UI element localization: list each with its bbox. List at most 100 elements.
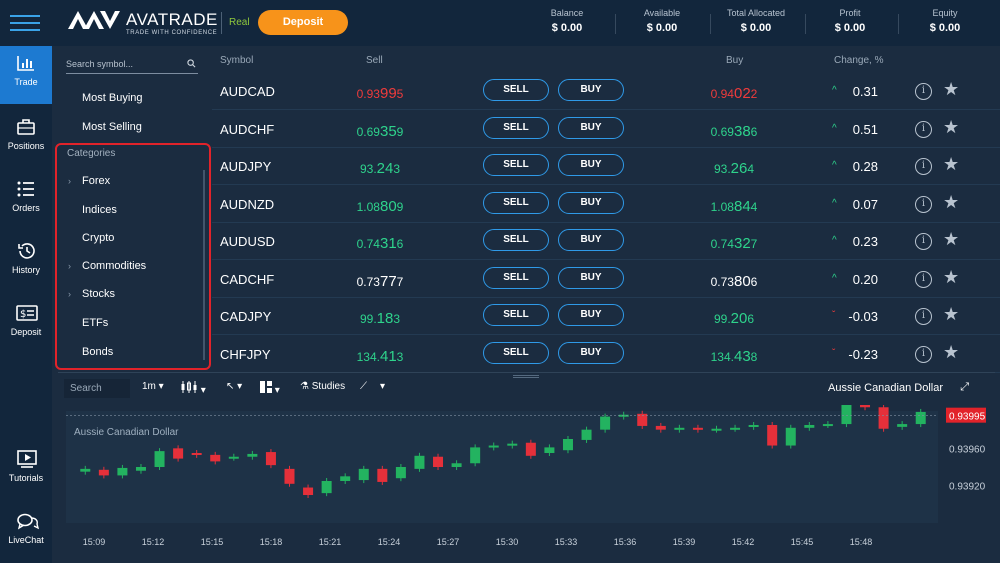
stat-total-allocated: Total Allocated $ 0.00: [720, 8, 792, 34]
logo-name: AVATRADE: [126, 10, 218, 29]
symbol-name[interactable]: AUDCHF: [220, 121, 275, 137]
star-icon[interactable]: ★: [943, 341, 960, 362]
sell-button[interactable]: SELL: [483, 154, 549, 176]
chevron-right-icon[interactable]: ›: [68, 261, 71, 271]
symbol-name[interactable]: AUDUSD: [220, 234, 275, 249]
filter-most-selling[interactable]: Most Selling: [82, 121, 142, 133]
category-etfs[interactable]: ETFs: [82, 317, 109, 329]
top-bar: AVATRADE TRADE WITH CONFIDENCE Real Depo…: [0, 0, 1000, 46]
category-commodities[interactable]: Commodities: [82, 260, 147, 272]
nav-label: Positions: [7, 141, 45, 151]
sell-button[interactable]: SELL: [483, 229, 549, 251]
chart-search-input[interactable]: Search: [64, 379, 130, 398]
category-crypto[interactable]: Crypto: [82, 232, 115, 244]
table-row[interactable]: AUDUSD 0.74316 SELL BUY 0.74327 ^ 0.23 i ★: [212, 223, 1000, 260]
info-icon[interactable]: i: [915, 120, 932, 138]
nav-livechat[interactable]: LiveChat: [0, 504, 52, 560]
layout-icon[interactable]: ▾: [260, 381, 280, 396]
briefcase-icon: [16, 118, 36, 136]
filter-most-buying[interactable]: Most Buying: [82, 92, 143, 104]
price-pips: 18: [376, 310, 394, 327]
category-bonds[interactable]: Bonds: [82, 346, 114, 358]
table-row[interactable]: AUDCAD 0.93995 SELL BUY 0.94022 ^ 0.31 i ★: [212, 73, 1000, 110]
chevron-right-icon[interactable]: ›: [68, 176, 71, 186]
buy-button[interactable]: BUY: [558, 304, 624, 326]
header-change[interactable]: Change, %: [834, 55, 884, 66]
table-row[interactable]: CADJPY 99.183 SELL BUY 99.206 ˇ -0.03 i ★: [212, 298, 1000, 335]
price-part: 134.: [356, 349, 380, 364]
buy-price: 0.94022: [694, 85, 774, 102]
buy-button[interactable]: BUY: [558, 191, 624, 214]
symbol-name[interactable]: AUDCAD: [220, 84, 275, 99]
cursor-icon[interactable]: ↖ ▾: [226, 381, 243, 392]
star-icon[interactable]: ★: [943, 266, 960, 287]
chevron-down-icon[interactable]: ▾: [380, 381, 386, 392]
star-icon[interactable]: ★: [943, 191, 960, 212]
nav-trade[interactable]: Trade: [0, 46, 52, 104]
symbol-name[interactable]: AUDNZD: [220, 196, 275, 212]
change-value: 0.31: [852, 84, 878, 99]
search-icon[interactable]: [187, 59, 196, 68]
star-icon[interactable]: ★: [943, 154, 960, 174]
category-stocks[interactable]: Stocks: [82, 288, 116, 300]
buy-button[interactable]: BUY: [558, 79, 624, 101]
sell-button[interactable]: SELL: [483, 341, 549, 364]
table-row[interactable]: CHFJPY 134.413 SELL BUY 134.438 ˇ -0.23 i ★: [212, 336, 1000, 373]
expand-icon[interactable]: ⤢: [960, 381, 969, 393]
nav-deposit[interactable]: $ Deposit: [0, 296, 52, 352]
info-icon[interactable]: i: [915, 233, 932, 250]
nav-positions[interactable]: Positions: [0, 110, 52, 166]
star-icon[interactable]: ★: [943, 116, 960, 137]
deposit-button[interactable]: Deposit: [258, 10, 348, 35]
table-row[interactable]: AUDNZD 1.08809 SELL BUY 1.08844 ^ 0.07 i ★: [212, 186, 1000, 223]
info-icon[interactable]: i: [915, 83, 932, 100]
candlestick-chart[interactable]: Aussie Canadian Dollar 0.93995 0.93960 0.93…: [58, 405, 995, 555]
studies-button[interactable]: ⚗ Studies: [300, 381, 345, 392]
category-forex[interactable]: Forex: [82, 175, 111, 187]
star-icon[interactable]: ★: [943, 304, 960, 324]
hamburger-menu-icon[interactable]: [10, 10, 40, 36]
symbol-name[interactable]: CADCHF: [220, 271, 275, 287]
info-icon[interactable]: i: [915, 270, 932, 288]
table-row[interactable]: AUDCHF 0.69359 SELL BUY 0.69386 ^ 0.51 i ★: [212, 111, 1000, 148]
symbol-name[interactable]: CHFJPY: [220, 346, 271, 362]
sell-button[interactable]: SELL: [483, 116, 549, 139]
price-pips: 80: [379, 197, 397, 215]
price-part: 0.73: [356, 274, 380, 289]
symbol-name[interactable]: CADJPY: [220, 309, 272, 324]
x-tick-label: 15:45: [791, 537, 814, 547]
table-row[interactable]: AUDJPY 93.243 SELL BUY 93.264 ^ 0.28 i ★: [212, 148, 1000, 185]
y-tick-label: 0.93920: [949, 482, 986, 493]
sell-button[interactable]: SELL: [483, 191, 549, 214]
table-row[interactable]: CADCHF 0.73777 SELL BUY 0.73806 ^ 0.20 i ★: [212, 261, 1000, 298]
chevron-right-icon[interactable]: ›: [68, 289, 71, 299]
nav-history[interactable]: History: [0, 234, 52, 290]
buy-button[interactable]: BUY: [558, 341, 624, 364]
resize-handle[interactable]: [513, 375, 539, 378]
header-symbol[interactable]: Symbol: [220, 55, 254, 66]
buy-button[interactable]: BUY: [558, 116, 624, 139]
nav-orders[interactable]: Orders: [0, 172, 52, 228]
buy-button[interactable]: BUY: [558, 154, 624, 176]
buy-button[interactable]: BUY: [558, 266, 624, 289]
category-scrollbar[interactable]: [203, 170, 205, 360]
candle-type-icon[interactable]: ▾: [180, 381, 206, 396]
sell-button[interactable]: SELL: [483, 266, 549, 289]
info-icon[interactable]: i: [915, 308, 932, 325]
draw-line-icon[interactable]: ⟋: [360, 381, 367, 392]
account-type-label[interactable]: Real: [221, 12, 250, 34]
sell-button[interactable]: SELL: [483, 79, 549, 101]
info-icon[interactable]: i: [915, 345, 932, 363]
interval-selector[interactable]: 1m ▾: [142, 381, 164, 392]
buy-button[interactable]: BUY: [558, 229, 624, 251]
sell-button[interactable]: SELL: [483, 304, 549, 326]
symbol-search-input[interactable]: Search symbol...: [66, 54, 198, 74]
info-icon[interactable]: i: [915, 195, 932, 213]
nav-tutorials[interactable]: Tutorials: [0, 442, 52, 498]
star-icon[interactable]: ★: [943, 229, 960, 249]
star-icon[interactable]: ★: [943, 79, 960, 99]
price-part: 99.: [359, 312, 377, 326]
category-indices[interactable]: Indices: [82, 204, 117, 216]
info-icon[interactable]: i: [915, 158, 932, 175]
symbol-name[interactable]: AUDJPY: [220, 159, 272, 174]
